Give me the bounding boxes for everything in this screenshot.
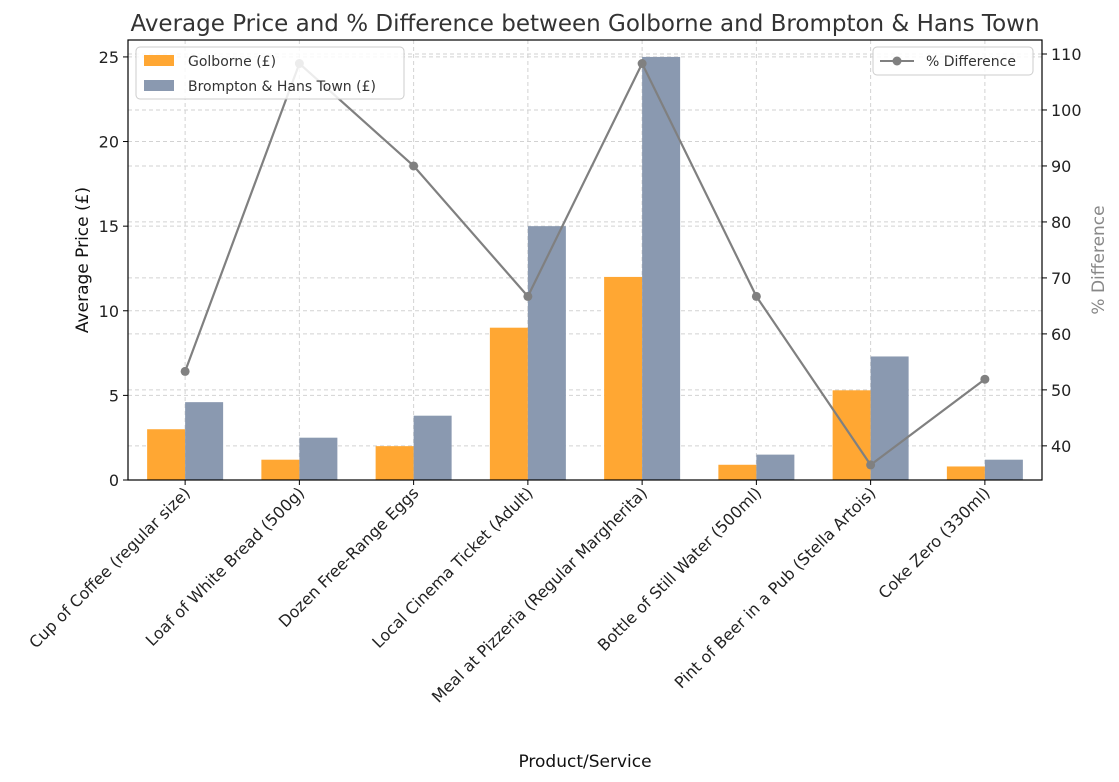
bar-brompton-7	[984, 459, 1023, 480]
y2-tick-label-7: 110	[1051, 45, 1082, 64]
bar-brompton-3	[527, 226, 566, 480]
y-tick-label-0: 0	[109, 471, 119, 490]
legend-swatch-brompton	[144, 80, 174, 91]
y-tick-label-5: 25	[99, 48, 119, 67]
y-tick-label-3: 15	[99, 217, 119, 236]
legend-label-difference: % Difference	[926, 54, 1016, 70]
legend-label-golborne: Golborne (£)	[188, 54, 276, 70]
point-difference-2	[409, 161, 419, 171]
bar-golborne-3	[489, 327, 528, 480]
bar-golborne-7	[946, 466, 985, 480]
bar-golborne-5	[718, 464, 757, 480]
point-difference-0	[180, 366, 190, 376]
bar-brompton-1	[299, 437, 338, 480]
legend-right-box	[872, 46, 1034, 76]
point-difference-6	[866, 460, 876, 470]
chart-title: Average Price and % Difference between G…	[130, 11, 1039, 37]
bar-golborne-1	[261, 459, 300, 480]
x-tick-label-7: Coke Zero (330ml)	[875, 483, 994, 602]
y2-axis-label: % Difference	[1089, 205, 1109, 314]
y-tick-label-4: 20	[99, 133, 119, 152]
category-labels: Cup of Coffee (regular size)Loaf of Whit…	[25, 483, 993, 706]
y2-tick-label-1: 50	[1051, 381, 1071, 400]
point-difference-5	[751, 291, 761, 301]
y-tick-label-1: 5	[109, 386, 119, 405]
bar-golborne-4	[604, 276, 643, 480]
y2-tick-label-2: 60	[1051, 325, 1071, 344]
legend-left: Golborne (£) Brompton & Hans Town (£)	[135, 46, 405, 100]
bar-brompton-0	[185, 402, 224, 480]
y2-tick-label-0: 40	[1051, 437, 1071, 456]
x-tick-label-4: Meal at Pizzeria (Regular Margherita)	[428, 483, 651, 706]
bar-brompton-2	[413, 415, 452, 480]
legend-left-box	[135, 46, 405, 100]
y2-tick-label-6: 100	[1051, 101, 1082, 120]
axes	[127, 39, 1043, 481]
y2-tick-label-5: 90	[1051, 157, 1071, 176]
point-difference-3	[523, 291, 533, 301]
y2-tick-label-4: 80	[1051, 213, 1071, 232]
y-tick-label-2: 10	[99, 302, 119, 321]
ticks: 0 5 10 15 20 25 40 50 60 70 80 90 100 110	[99, 45, 1082, 490]
plot-frame	[127, 39, 1043, 481]
legend-right: % Difference	[872, 46, 1034, 76]
legend-swatch-golborne	[144, 55, 174, 66]
bar-golborne-0	[147, 429, 186, 480]
y-axis-label: Average Price (£)	[73, 187, 93, 333]
point-difference-4	[637, 59, 647, 69]
bar-brompton-4	[642, 56, 681, 481]
bar-brompton-5	[756, 454, 795, 480]
x-axis-label: Product/Service	[518, 752, 651, 772]
legend-marker-difference	[892, 56, 902, 66]
legend-label-brompton: Brompton & Hans Town (£)	[188, 79, 376, 95]
point-difference-7	[980, 374, 990, 384]
bar-golborne-2	[375, 446, 414, 480]
y2-tick-label-3: 70	[1051, 269, 1071, 288]
x-tick-label-6: Pint of Beer in a Pub (Stella Artois)	[671, 483, 880, 692]
bars	[147, 56, 1023, 481]
